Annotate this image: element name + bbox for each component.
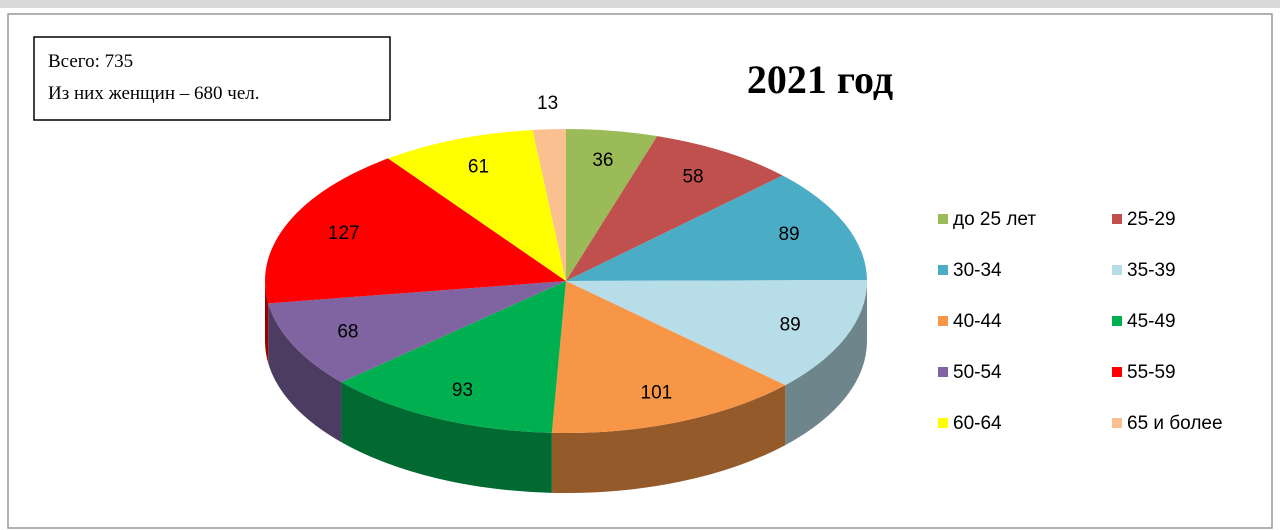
legend-label: 50-54 — [953, 362, 1002, 383]
data-label: 36 — [592, 150, 613, 171]
total-note: Всего: 735 — [48, 51, 133, 72]
legend-swatch — [938, 367, 948, 377]
pie-side — [265, 281, 269, 364]
legend-label: до 25 лет — [953, 209, 1036, 230]
pie-slice — [566, 136, 783, 281]
data-label: 101 — [641, 383, 673, 404]
legend-label: 65 и более — [1127, 413, 1223, 434]
legend-swatch — [1112, 367, 1122, 377]
data-label: 93 — [452, 380, 473, 401]
pie-slice — [566, 129, 658, 281]
pie-side — [551, 385, 786, 493]
pie-slice — [388, 129, 566, 281]
pie-slice — [268, 281, 566, 383]
legend-label: 45-49 — [1127, 311, 1176, 332]
pie-side — [268, 303, 342, 443]
pie-slice — [532, 129, 566, 281]
legend-swatch — [1112, 265, 1122, 275]
legend-swatch — [1112, 214, 1122, 224]
data-label: 13 — [537, 93, 558, 114]
pie-slice — [551, 281, 786, 433]
data-label: 89 — [780, 314, 801, 335]
pie-slice — [566, 280, 867, 386]
top-bar — [0, 0, 1280, 8]
legend-label: 55-59 — [1127, 362, 1176, 383]
pie-side — [341, 382, 552, 493]
pie-slice — [566, 175, 867, 281]
pie-slice — [341, 281, 566, 433]
legend-label: 60-64 — [953, 413, 1002, 434]
legend-swatch — [1112, 418, 1122, 428]
data-label: 61 — [468, 157, 489, 178]
pie-side — [785, 281, 867, 446]
data-label: 89 — [778, 224, 799, 245]
legend-swatch — [938, 418, 948, 428]
legend-label: 35-39 — [1127, 260, 1176, 281]
info-box — [33, 36, 391, 121]
legend-swatch — [938, 214, 948, 224]
legend-swatch — [938, 316, 948, 326]
legend-label: 30-34 — [953, 260, 1002, 281]
data-label: 127 — [328, 223, 360, 244]
chart-title: 2021 год — [747, 57, 893, 102]
legend-label: 25-29 — [1127, 209, 1176, 230]
legend-swatch — [938, 265, 948, 275]
pie-slice — [265, 158, 566, 304]
legend-swatch — [1112, 316, 1122, 326]
legend-label: 40-44 — [953, 311, 1002, 332]
data-label: 58 — [682, 167, 703, 188]
women-note: Из них женщин – 680 чел. — [48, 83, 259, 104]
data-label: 68 — [337, 322, 358, 343]
